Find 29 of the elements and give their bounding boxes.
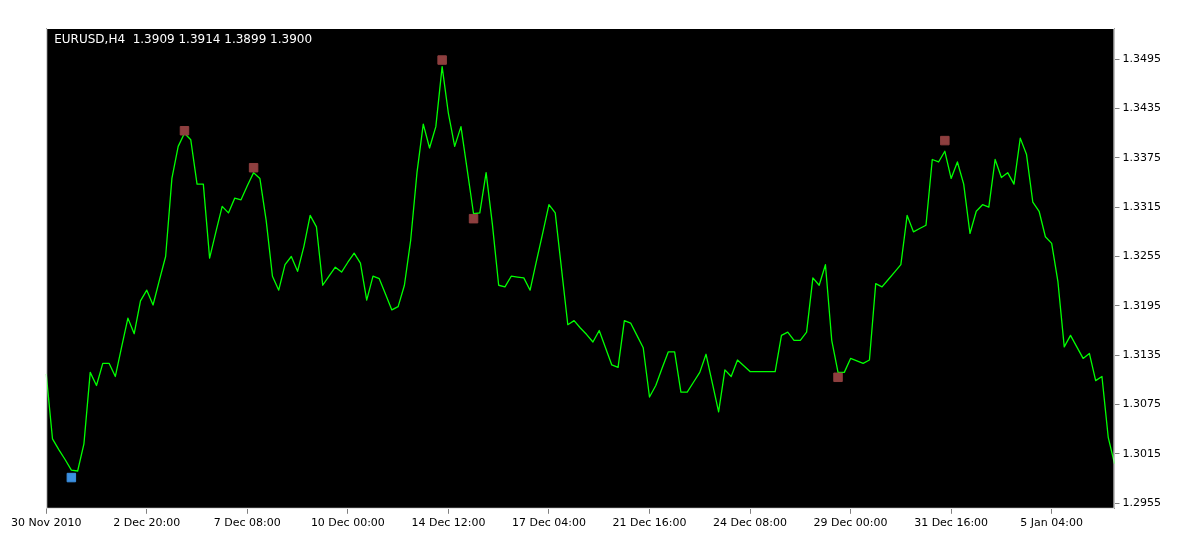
x-tick-label: 30 Nov 2010 bbox=[11, 516, 82, 530]
y-tick-label: 1.3255 bbox=[1122, 249, 1162, 263]
point bbox=[179, 125, 190, 136]
x-tick-label: 31 Dec 16:00 bbox=[914, 516, 989, 530]
y-tick-label: 1.3135 bbox=[1122, 347, 1162, 361]
point bbox=[66, 472, 77, 483]
point bbox=[437, 55, 447, 65]
point bbox=[248, 162, 259, 173]
y-tick-label: 1.3375 bbox=[1122, 150, 1162, 164]
y-tick-label: 1.3495 bbox=[1122, 52, 1162, 66]
x-tick-label: 17 Dec 04:00 bbox=[511, 516, 586, 530]
y-tick-label: 1.3075 bbox=[1122, 397, 1162, 411]
point bbox=[833, 372, 843, 383]
y-tick-label: 1.3435 bbox=[1122, 101, 1162, 115]
x-tick-label: 10 Dec 00:00 bbox=[310, 516, 385, 530]
y-tick-label: 1.3315 bbox=[1122, 200, 1162, 214]
x-tick-label: 21 Dec 16:00 bbox=[612, 516, 687, 530]
x-tick-label: 29 Dec 00:00 bbox=[813, 516, 888, 530]
point bbox=[940, 135, 950, 146]
chart-title: EURUSD,H4 1.3909 1.3914 1.3899 1.3900 bbox=[54, 32, 313, 47]
point bbox=[468, 213, 479, 224]
y-tick-label: 1.3015 bbox=[1122, 446, 1162, 460]
x-tick-label: 7 Dec 08:00 bbox=[213, 516, 281, 530]
y-tick-label: 1.3195 bbox=[1122, 298, 1162, 312]
x-tick-label: 14 Dec 12:00 bbox=[411, 516, 486, 530]
x-tick-label: 2 Dec 20:00 bbox=[113, 516, 181, 530]
x-tick-label: 5 Jan 04:00 bbox=[1020, 516, 1083, 530]
y-tick-label: 1.2955 bbox=[1122, 495, 1162, 509]
x-tick-label: 24 Dec 08:00 bbox=[713, 516, 788, 530]
